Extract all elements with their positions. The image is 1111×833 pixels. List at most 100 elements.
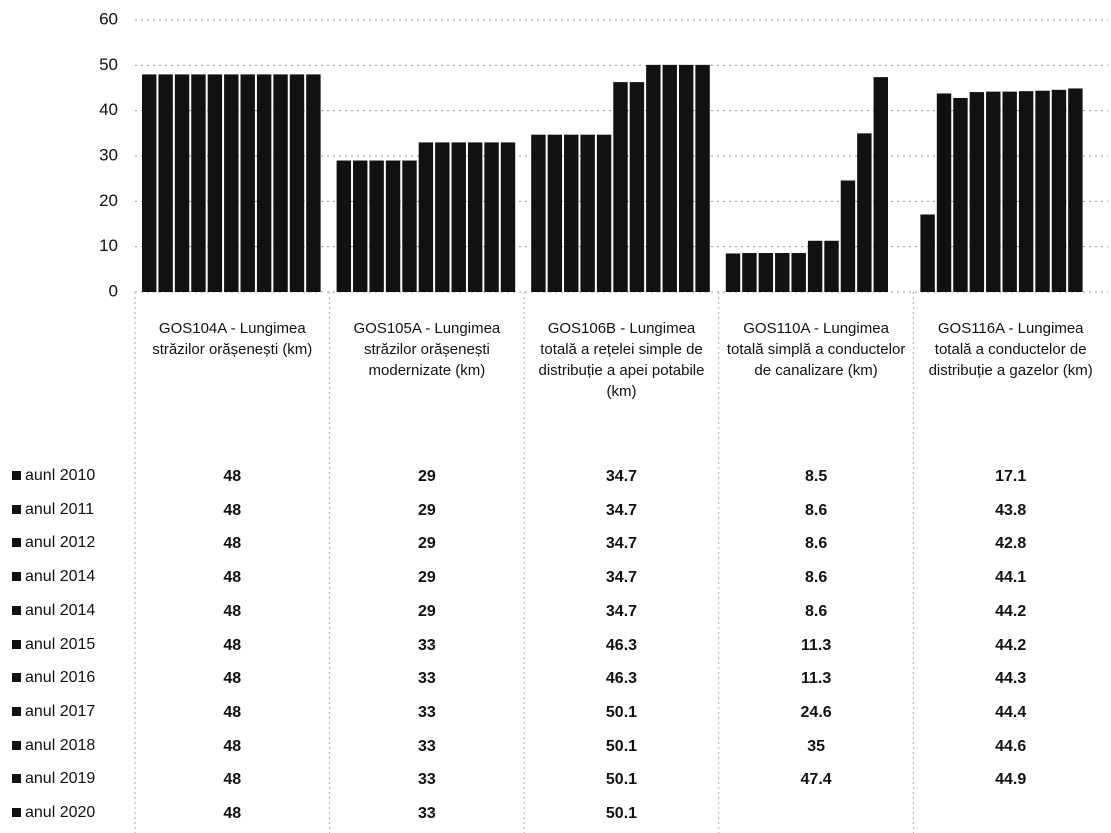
legend-swatch <box>12 605 21 615</box>
table-value: 8.6 <box>804 602 828 620</box>
legend-label: anul 2012 <box>25 534 96 552</box>
legend-label: anul 2016 <box>25 669 96 687</box>
category-label: GOS104A - Lungimea străzilor orășenești … <box>152 320 313 358</box>
table-value: 24.6 <box>800 703 832 721</box>
y-tick-label: 50 <box>99 55 118 74</box>
bar <box>369 160 384 292</box>
bar <box>596 134 612 292</box>
bar <box>920 214 935 292</box>
table-value: 34.7 <box>605 468 638 485</box>
bar <box>725 253 741 292</box>
bar <box>613 82 628 293</box>
legend-swatch <box>12 504 21 514</box>
y-tick-label: 10 <box>99 236 118 255</box>
table-value: 50.1 <box>605 805 638 822</box>
legend-entry: anul 2014 <box>12 602 95 620</box>
bar <box>306 74 321 293</box>
table-value: 33 <box>417 737 436 755</box>
table-value: 46.3 <box>605 636 638 654</box>
legend-swatch <box>12 471 21 480</box>
category-label: GOS110A - Lungimea totală simplă a condu… <box>726 320 906 379</box>
table-value: 29 <box>417 468 436 485</box>
table-value: 48 <box>223 670 242 688</box>
table-value: 42.8 <box>995 535 1027 553</box>
legend-label: anul 2014 <box>25 601 96 619</box>
category-label: GOS106B - Lungimea totală a rețelei simp… <box>538 320 705 400</box>
bar <box>531 134 546 292</box>
table-value: 35 <box>807 737 825 755</box>
table-value: 34.7 <box>605 602 638 620</box>
table-value: 33 <box>417 805 436 822</box>
table-value: 48 <box>223 636 242 654</box>
legend-entry: aunl 2010 <box>12 467 95 485</box>
table-value: 48 <box>223 535 242 553</box>
table-value: 44.1 <box>995 569 1027 587</box>
bar <box>336 160 352 292</box>
bar <box>857 133 872 292</box>
table-value: 50.1 <box>605 703 638 721</box>
table-value: 29 <box>417 501 436 519</box>
y-tick-label: 20 <box>99 191 118 210</box>
bar <box>547 134 563 292</box>
table-value: 44.2 <box>995 636 1027 654</box>
bar <box>953 97 968 293</box>
bar <box>353 160 368 292</box>
bar <box>840 180 856 292</box>
bar <box>775 253 790 292</box>
y-tick-label: 30 <box>99 145 118 164</box>
bar <box>791 253 806 292</box>
bar <box>1018 91 1034 292</box>
y-tick-label: 40 <box>99 100 118 119</box>
legend-swatch <box>12 538 21 548</box>
category-label: GOS105A - Lungimea străzilor orășenești … <box>353 320 501 379</box>
bar <box>500 142 516 292</box>
legend-swatch <box>12 740 21 750</box>
legend-label: aunl 2010 <box>25 467 96 484</box>
table-value: 8.6 <box>804 569 828 587</box>
bar <box>224 74 239 293</box>
bar <box>174 74 190 293</box>
legend-label: anul 2015 <box>25 635 96 653</box>
legend-label: anul 2017 <box>25 702 96 720</box>
table-value: 48 <box>223 737 242 755</box>
bar <box>629 82 645 293</box>
bar <box>273 74 288 293</box>
bar <box>1035 90 1050 292</box>
table-value: 48 <box>223 569 242 587</box>
bar <box>758 253 774 292</box>
legend-entry: anul 2012 <box>12 534 95 552</box>
legend-label: anul 2020 <box>25 804 96 821</box>
legend-swatch <box>12 572 21 582</box>
bar <box>678 64 694 292</box>
bar <box>646 64 661 292</box>
bar <box>1068 88 1083 292</box>
table-value: 29 <box>417 569 436 587</box>
table-value: 44.6 <box>995 737 1027 755</box>
bar <box>289 74 305 293</box>
bar <box>662 64 677 292</box>
bar <box>142 74 157 293</box>
table-value: 33 <box>417 636 436 654</box>
table-value: 8.6 <box>804 535 828 553</box>
bar <box>742 253 757 292</box>
bar <box>418 142 434 292</box>
bar <box>484 142 499 292</box>
legend-swatch <box>12 706 21 716</box>
bar <box>1051 89 1067 293</box>
bar <box>1002 91 1017 292</box>
legend-label: anul 2011 <box>25 500 95 518</box>
bar <box>824 240 839 292</box>
table-value: 44.3 <box>995 670 1027 688</box>
table-value: 48 <box>223 771 242 789</box>
table-value: 8.6 <box>804 501 828 519</box>
table-value: 48 <box>223 468 242 485</box>
bar <box>158 74 173 293</box>
table-value: 50.1 <box>605 737 638 755</box>
table-value: 29 <box>417 602 436 620</box>
y-tick-label: 0 <box>109 281 118 300</box>
category-label: GOS116A - Lungimea totală a conductelor … <box>928 320 1093 379</box>
table-value: 48 <box>223 602 242 620</box>
bar <box>385 160 401 292</box>
table-value: 33 <box>417 771 436 789</box>
